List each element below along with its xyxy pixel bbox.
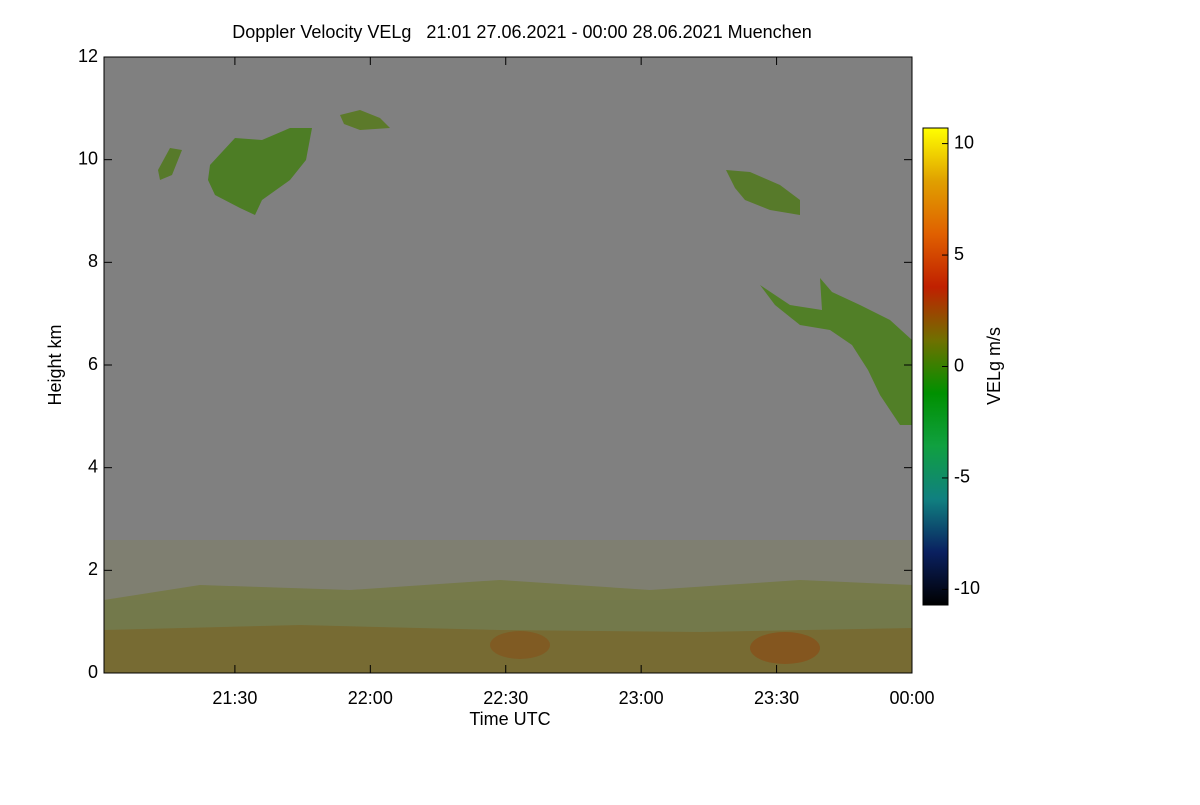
cloud [760, 278, 912, 425]
y-tick-label: 12 [78, 46, 98, 66]
x-tick-label: 22:30 [483, 688, 528, 708]
boundary-layer [104, 625, 912, 673]
y-tick-label: 2 [88, 559, 98, 579]
x-tick-label: 00:00 [889, 688, 934, 708]
colorbar-tick-label: 0 [954, 355, 964, 375]
colorbar-label: VELg m/s [984, 327, 1004, 405]
boundary-layer [750, 632, 820, 664]
y-tick-label: 6 [88, 354, 98, 374]
cloud [208, 128, 312, 215]
colorbar-tick-label: 5 [954, 244, 964, 264]
y-axis-label: Height km [45, 324, 65, 405]
x-axis-label: Time UTC [469, 709, 550, 729]
y-tick-label: 8 [88, 251, 98, 271]
colorbar-tick-label: -5 [954, 467, 970, 487]
x-tick-label: 21:30 [212, 688, 257, 708]
colorbar-tick-label: -10 [954, 578, 980, 598]
y-tick-label: 0 [88, 662, 98, 682]
chart-title: Doppler Velocity VELg 21:01 27.06.2021 -… [232, 22, 811, 42]
boundary-layer [490, 631, 550, 659]
x-tick-label: 22:00 [348, 688, 393, 708]
x-tick-label: 23:30 [754, 688, 799, 708]
x-tick-label: 23:00 [619, 688, 664, 708]
cloud [340, 110, 390, 130]
y-tick-label: 10 [78, 148, 98, 168]
cloud [726, 170, 800, 215]
y-tick-label: 4 [88, 456, 98, 476]
colorbar-tick-label: 10 [954, 132, 974, 152]
boundary-layer [104, 540, 912, 600]
echo-shapes [104, 110, 912, 673]
cloud [158, 148, 182, 180]
